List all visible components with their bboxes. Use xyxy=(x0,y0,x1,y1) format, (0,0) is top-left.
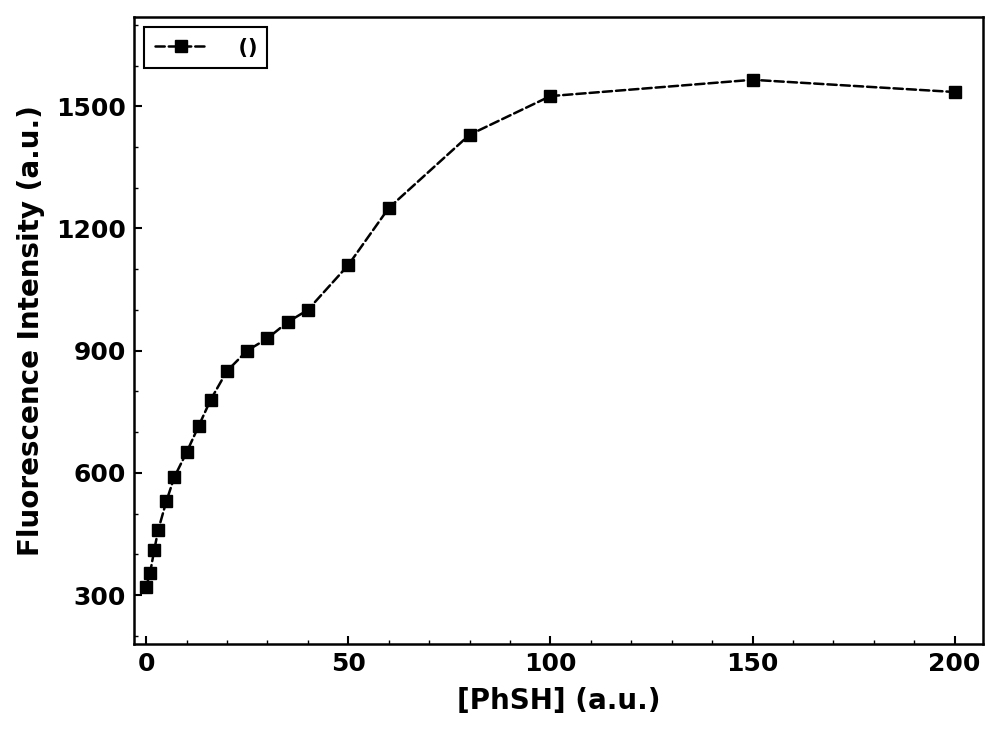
  () xyxy=(140,583,152,591)
  () xyxy=(261,334,273,343)
  () xyxy=(342,261,354,269)
X-axis label: [PhSH] (a.u.): [PhSH] (a.u.) xyxy=(457,687,660,715)
  () xyxy=(282,318,294,326)
  () xyxy=(152,526,164,534)
  () xyxy=(205,395,217,404)
Y-axis label: Fluorescence Intensity (a.u.): Fluorescence Intensity (a.u.) xyxy=(17,105,45,556)
  () xyxy=(221,367,233,376)
Legend:   (): () xyxy=(144,27,267,68)
  () xyxy=(160,497,172,506)
  () xyxy=(144,568,156,577)
  () xyxy=(148,546,160,555)
  () xyxy=(193,422,205,430)
  () xyxy=(383,203,395,212)
  () xyxy=(181,448,193,457)
Line:   (): () xyxy=(141,74,960,592)
  () xyxy=(464,130,476,139)
  () xyxy=(544,92,556,100)
  () xyxy=(241,346,253,355)
  () xyxy=(949,88,961,97)
  () xyxy=(168,473,180,482)
  () xyxy=(747,75,759,84)
  () xyxy=(302,305,314,314)
